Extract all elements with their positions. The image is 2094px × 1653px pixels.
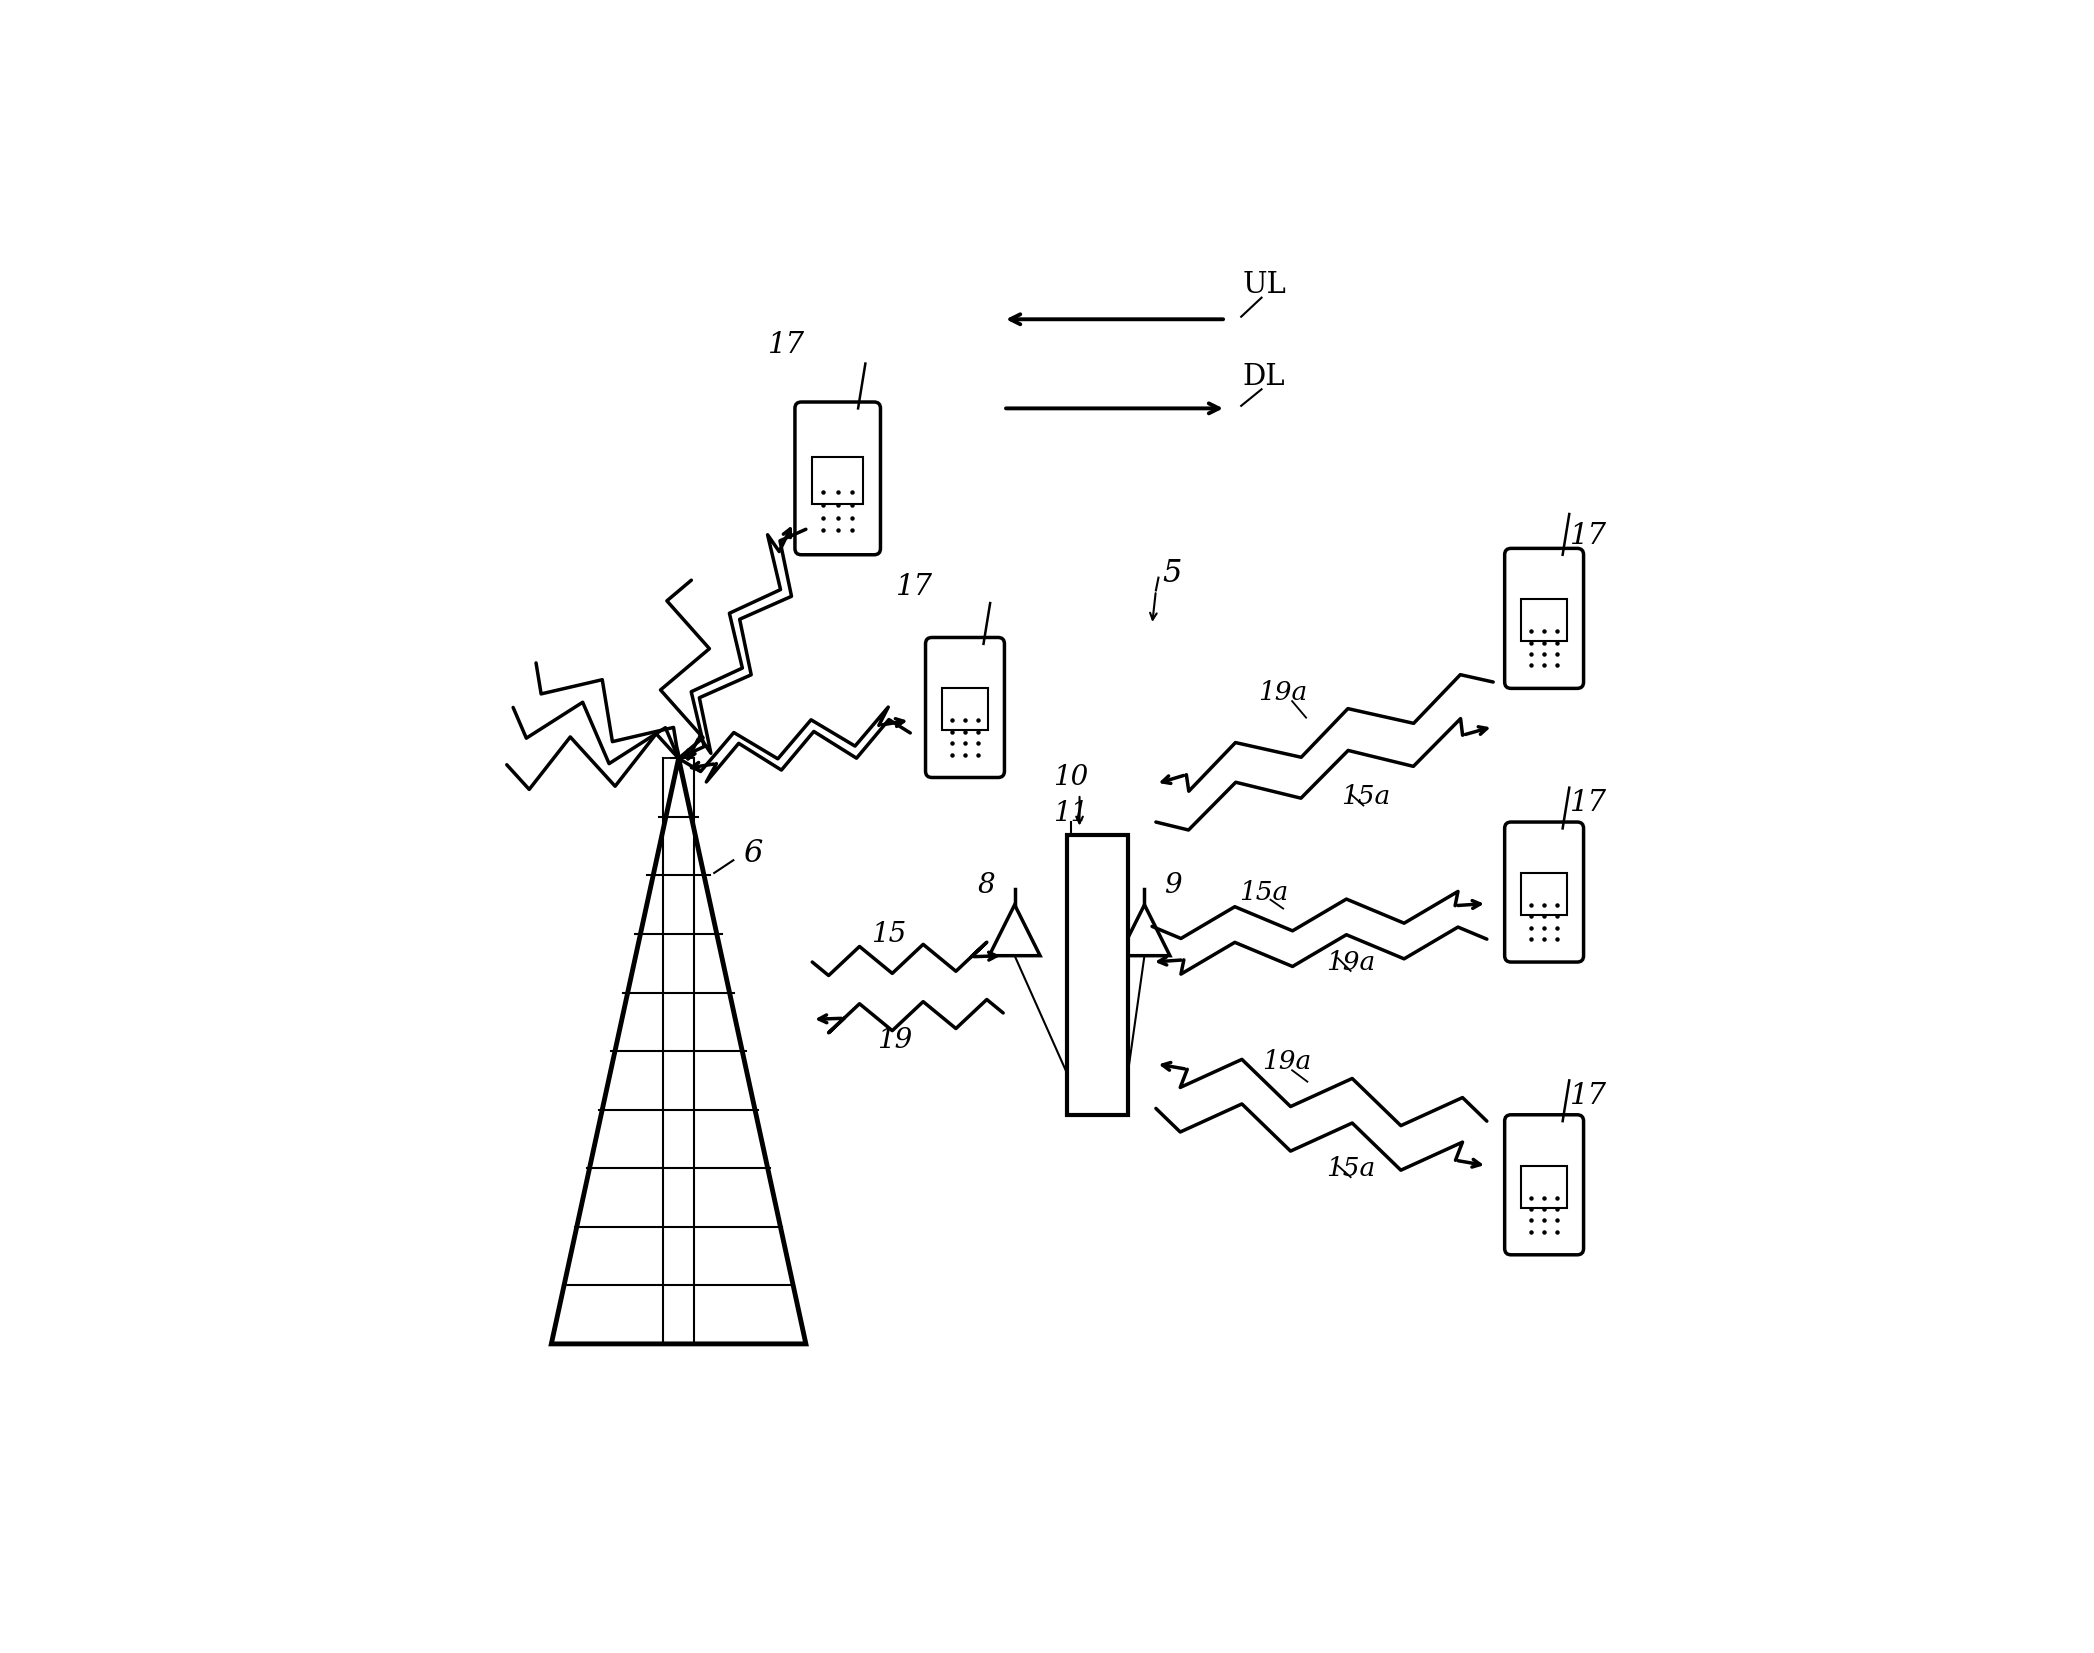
Text: 19a: 19a	[1326, 949, 1376, 975]
Bar	[1520, 873, 1566, 916]
Text: 17: 17	[768, 331, 806, 359]
Text: 15: 15	[871, 921, 907, 947]
FancyBboxPatch shape	[796, 402, 879, 555]
Text: 9: 9	[1164, 873, 1181, 899]
Text: 15a: 15a	[1240, 879, 1288, 904]
Text: 8: 8	[978, 873, 995, 899]
Text: 17: 17	[1570, 522, 1608, 550]
Text: 19a: 19a	[1263, 1048, 1311, 1074]
FancyBboxPatch shape	[1506, 549, 1583, 688]
FancyBboxPatch shape	[1506, 822, 1583, 962]
Text: UL: UL	[1242, 271, 1286, 299]
Text: 5: 5	[1162, 559, 1183, 590]
Text: 15a: 15a	[1326, 1155, 1376, 1180]
Text: 11: 11	[1053, 800, 1089, 826]
FancyBboxPatch shape	[1506, 1114, 1583, 1255]
Text: 19: 19	[877, 1028, 913, 1055]
Text: 17: 17	[1570, 1081, 1608, 1109]
Bar	[1520, 600, 1566, 641]
Bar	[1066, 835, 1129, 1114]
Text: 6: 6	[743, 838, 762, 869]
Text: 19a: 19a	[1258, 679, 1309, 704]
Bar	[1520, 1165, 1566, 1208]
Bar	[942, 688, 988, 731]
Text: 10: 10	[1053, 764, 1089, 792]
Text: DL: DL	[1242, 362, 1286, 390]
Text: 17: 17	[896, 572, 932, 600]
Text: 15a: 15a	[1342, 784, 1390, 808]
FancyBboxPatch shape	[926, 638, 1005, 777]
Bar	[812, 458, 863, 504]
Text: 17: 17	[1570, 788, 1608, 817]
